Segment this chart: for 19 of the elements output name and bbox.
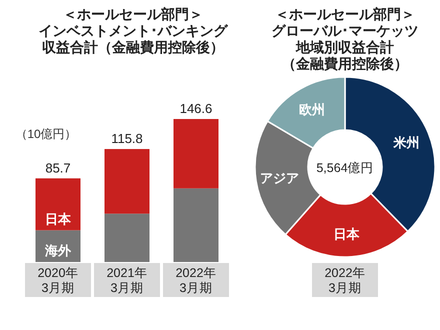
series-label: 日本	[45, 211, 72, 226]
x-tick-label: 2022年 3月期	[176, 266, 216, 295]
slice-label: 米州	[392, 134, 420, 150]
annotation: 146.6	[180, 101, 212, 116]
bar	[104, 149, 150, 214]
bar	[174, 119, 218, 188]
x-tick-label: 2021年 3月期	[106, 266, 148, 295]
chart-title: ＜ホールセール部門＞グローバル･マーケッツ地域別収益合計（金融費用控除後）	[272, 6, 418, 72]
slice-label: 日本	[334, 226, 361, 242]
chart-title: ＜ホールセール部門＞インベストメント･バンキング収益合計（金融費用控除後）	[38, 6, 228, 55]
bar	[36, 178, 80, 230]
annotation: 115.8	[111, 131, 143, 146]
slice-label: アジア	[260, 170, 299, 186]
x-tick-label: 2020年 3月期	[38, 266, 78, 295]
series-label: 海外	[44, 243, 72, 258]
slice-label: 欧州	[299, 102, 326, 118]
annotation: 85.7	[45, 160, 71, 176]
y-axis-title: （10億円）	[15, 127, 77, 141]
text: 5,564億円	[316, 161, 374, 175]
